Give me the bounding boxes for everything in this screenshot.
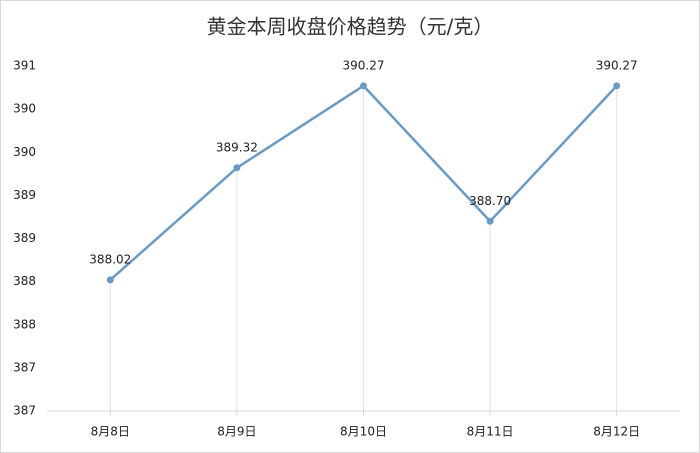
x-tick-label: 8月12日 xyxy=(593,425,640,439)
x-tick-label: 8月11日 xyxy=(467,425,514,439)
data-label: 388.02 xyxy=(89,252,131,266)
point xyxy=(106,276,114,284)
y-tick-label: 387 xyxy=(13,360,36,374)
y-tick-label: 390 xyxy=(13,102,36,116)
y-tick-label: 389 xyxy=(13,188,36,202)
y-tick-label: 391 xyxy=(13,59,36,73)
x-tick-label: 8月8日 xyxy=(91,425,130,439)
y-tick-label: 390 xyxy=(13,145,36,159)
data-label: 388.70 xyxy=(469,194,511,208)
y-tick-label: 387 xyxy=(13,404,36,418)
y-tick-label: 388 xyxy=(13,317,36,331)
x-tick-label: 8月10日 xyxy=(340,425,387,439)
data-label: 390.27 xyxy=(596,58,638,72)
point xyxy=(486,217,494,225)
data-label: 390.27 xyxy=(343,58,385,72)
point xyxy=(613,82,621,90)
y-tick-label: 389 xyxy=(13,231,36,245)
point xyxy=(233,164,241,172)
x-tick-label: 8月9日 xyxy=(217,425,256,439)
data-label: 389.32 xyxy=(216,140,258,154)
point xyxy=(360,82,367,90)
y-tick-label: 388 xyxy=(13,274,36,288)
chart-title: 黄金本周收盘价格趋势（元/克） xyxy=(207,15,494,39)
